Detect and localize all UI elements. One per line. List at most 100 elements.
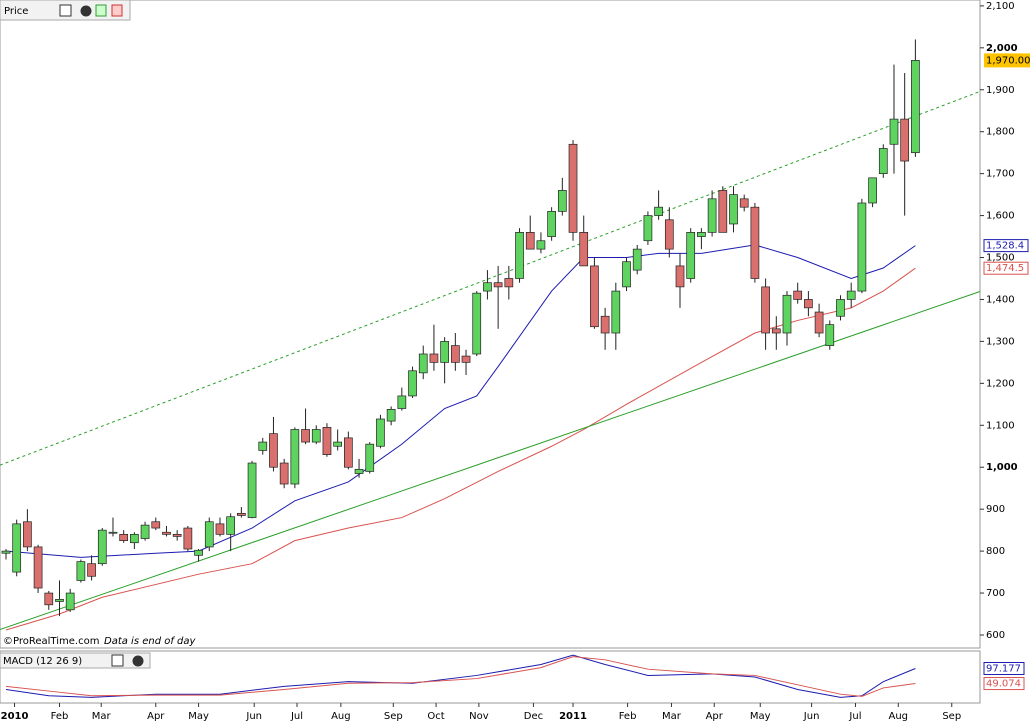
x-tick-label: Jun bbox=[245, 711, 262, 722]
window-icon[interactable] bbox=[59, 4, 72, 17]
line-series bbox=[5, 656, 916, 697]
toolbar-icons bbox=[59, 4, 123, 17]
up-icon[interactable] bbox=[95, 4, 107, 17]
close-icon[interactable] bbox=[132, 655, 144, 667]
candle-body bbox=[301, 429, 310, 443]
x-tick-label: Feb bbox=[51, 711, 69, 722]
value-tag bbox=[983, 677, 1025, 691]
y-tick-label: 1,900 bbox=[986, 85, 1015, 96]
candle-body bbox=[183, 527, 193, 550]
candle-body bbox=[408, 370, 417, 397]
value-tag-label: 49.074 bbox=[986, 679, 1021, 690]
y-tick-label: 1,400 bbox=[986, 294, 1015, 305]
panel-title: Price bbox=[4, 6, 28, 17]
y-tick-label: 700 bbox=[986, 588, 1005, 599]
candle-body bbox=[87, 563, 96, 577]
candle-body bbox=[900, 118, 910, 162]
candle-body bbox=[194, 549, 203, 556]
candle-body bbox=[675, 265, 685, 288]
candle-body bbox=[911, 60, 920, 154]
candle-body bbox=[622, 261, 631, 288]
x-tick-label: Mar bbox=[662, 711, 682, 722]
candle-body bbox=[76, 561, 86, 581]
candle-body bbox=[868, 177, 877, 204]
candle-body bbox=[151, 521, 161, 529]
candle-body bbox=[472, 292, 482, 355]
candle-body bbox=[493, 282, 503, 288]
candle-body bbox=[793, 290, 803, 300]
candle-body bbox=[483, 282, 492, 292]
candle-body bbox=[215, 523, 225, 535]
x-tick-label: May bbox=[188, 711, 209, 722]
candle-body bbox=[889, 118, 899, 145]
x-tick-label: 2010 bbox=[1, 711, 29, 722]
candle-body bbox=[333, 441, 343, 447]
candle-body bbox=[172, 533, 182, 537]
line-series bbox=[0, 90, 981, 466]
y-tick-label: 2,000 bbox=[986, 43, 1018, 54]
candle-body bbox=[247, 462, 257, 518]
candle-body bbox=[515, 232, 524, 279]
x-tick-label: Apr bbox=[706, 711, 724, 722]
candle-body bbox=[761, 286, 770, 334]
candle-body bbox=[718, 190, 728, 233]
candle-body bbox=[12, 523, 22, 573]
candle-body bbox=[664, 219, 674, 250]
y-tick-label: 900 bbox=[986, 504, 1005, 515]
panel-title: MACD (12 26 9) bbox=[3, 656, 82, 667]
candle-body bbox=[258, 441, 268, 451]
value-tag bbox=[983, 239, 1029, 253]
candle-body bbox=[846, 290, 856, 300]
x-tick-label: May bbox=[750, 711, 771, 722]
x-tick-label: Apr bbox=[147, 711, 165, 722]
x-tick-label: Dec bbox=[524, 711, 543, 722]
candle-body bbox=[729, 194, 738, 225]
y-tick-label: 2,100 bbox=[986, 1, 1015, 12]
candle-body bbox=[697, 232, 706, 237]
candle-body bbox=[343, 437, 353, 468]
y-tick-label: 1,700 bbox=[986, 169, 1015, 180]
candle-body bbox=[311, 429, 321, 443]
candle-body bbox=[429, 353, 439, 363]
y-tick-label: 600 bbox=[986, 630, 1005, 641]
x-tick-label: Jul bbox=[848, 711, 861, 722]
candle-body bbox=[878, 148, 888, 174]
candle-body bbox=[55, 598, 64, 602]
x-tick-label: Jul bbox=[290, 711, 303, 722]
candle-body bbox=[771, 328, 781, 334]
x-tick-label: 2011 bbox=[559, 711, 587, 722]
candle-body bbox=[1, 550, 11, 554]
candle-body bbox=[536, 240, 546, 250]
value-tag-label: 1,474.5 bbox=[986, 263, 1024, 274]
candle-body bbox=[269, 433, 278, 468]
x-tick-label: Feb bbox=[619, 711, 637, 722]
down-icon[interactable] bbox=[111, 4, 123, 17]
candle-body bbox=[504, 278, 514, 288]
candle-body bbox=[397, 395, 407, 409]
x-tick-label: Oct bbox=[427, 711, 444, 722]
x-tick-label: Aug bbox=[888, 711, 908, 722]
candle-body bbox=[290, 429, 300, 485]
candle-body bbox=[279, 462, 289, 485]
line-series bbox=[5, 244, 916, 558]
window-icon[interactable] bbox=[111, 654, 124, 667]
candle-body bbox=[611, 290, 621, 334]
x-tick-label: Nov bbox=[469, 711, 489, 722]
close-icon[interactable] bbox=[80, 5, 92, 17]
x-tick-label: Sep bbox=[942, 711, 961, 722]
candle-body bbox=[654, 206, 663, 216]
y-tick-label: 1,600 bbox=[986, 211, 1015, 222]
y-tick-label: 1,300 bbox=[986, 336, 1015, 347]
y-tick-label: 800 bbox=[986, 546, 1005, 557]
candle-body bbox=[365, 443, 375, 472]
candle-body bbox=[579, 232, 589, 267]
last-price-label: 1,970.00 bbox=[986, 55, 1030, 66]
candle-body bbox=[418, 353, 428, 374]
candle-body bbox=[130, 533, 139, 544]
price-panel bbox=[0, 0, 981, 649]
candle-body bbox=[686, 232, 696, 279]
candle-body bbox=[23, 521, 32, 548]
candle-body bbox=[568, 143, 578, 233]
candle-body bbox=[140, 524, 150, 539]
